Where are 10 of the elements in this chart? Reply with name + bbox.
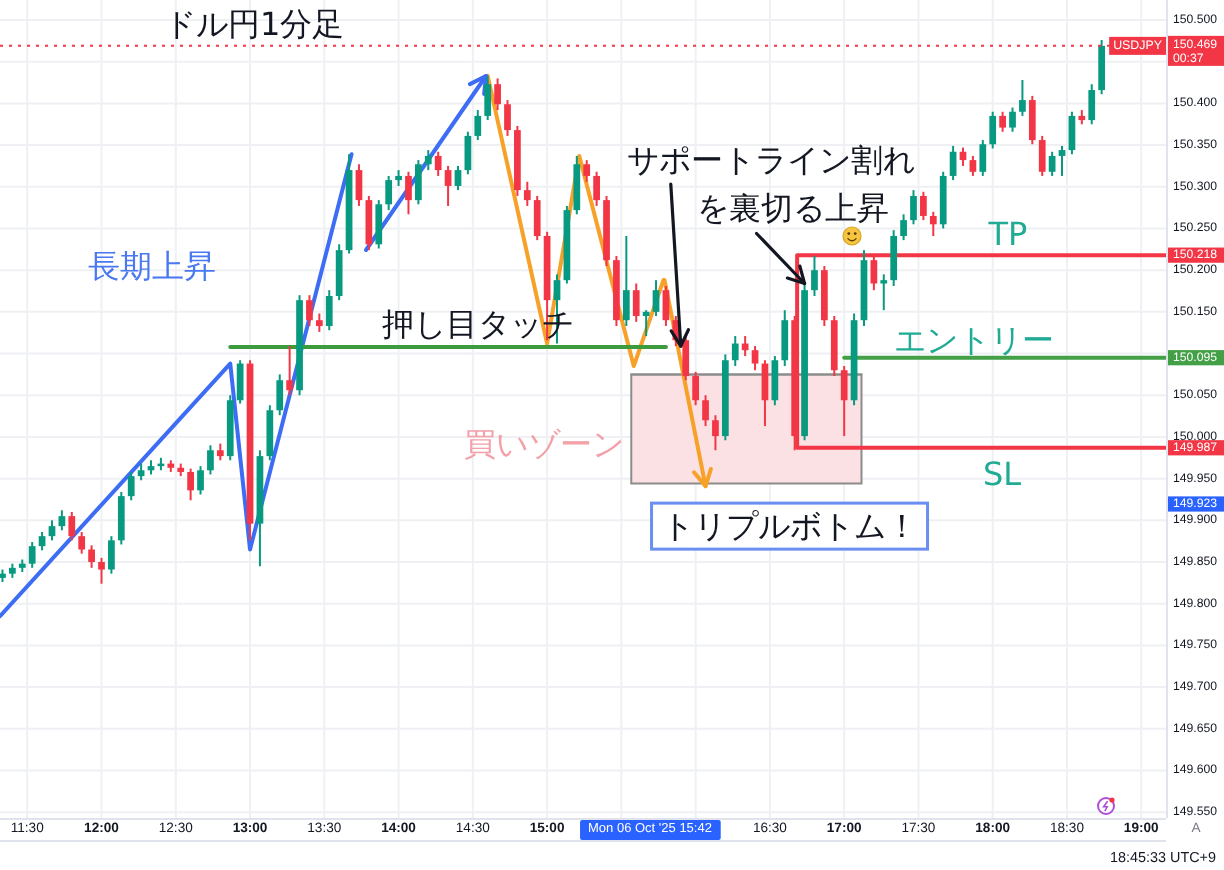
annotation: を裏切る上昇 [696, 188, 889, 227]
annotation: 買いゾーン [464, 425, 624, 463]
annotation: サポートライン割れ [626, 141, 915, 180]
annotation: エントリー [894, 321, 1054, 359]
annotation: トリプルボトム！ [661, 507, 918, 546]
annotation: SL [982, 455, 1022, 493]
line-series [0, 152, 354, 619]
annotation: 長期上昇 [88, 247, 216, 285]
annotation: TP [986, 215, 1029, 253]
chart-title: ドル円1分足 [164, 5, 345, 43]
